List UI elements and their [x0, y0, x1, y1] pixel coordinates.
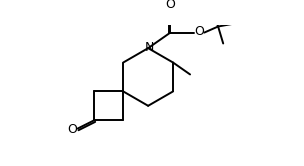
Text: O: O	[67, 123, 77, 136]
Text: O: O	[194, 25, 204, 38]
Text: N: N	[144, 41, 154, 54]
Text: O: O	[165, 0, 175, 11]
